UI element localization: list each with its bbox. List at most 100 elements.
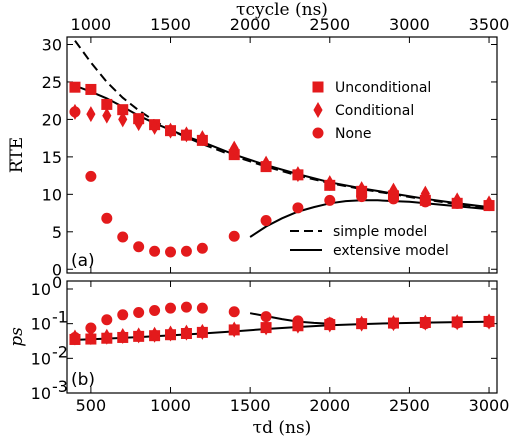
panel-a-ticks: 0 5 10 15 20 25 30 1000 1500 2000 2500 3000 3500: [42, 15, 510, 279]
panel-b-point-none: [356, 318, 368, 330]
panel-b-point-conditional: [197, 323, 207, 340]
panel-a-point-conditional: [229, 140, 239, 157]
panel-b-point-none: [324, 317, 336, 329]
panel-a-point-conditional: [165, 122, 176, 139]
top-xtick-label: 2000: [230, 15, 271, 34]
panel-a-point-none: [149, 245, 161, 257]
panel-a-point-conditional: [150, 118, 160, 135]
panel-b-ytick-exponent: 0: [52, 273, 62, 292]
panel-b-xtick-label: 2500: [389, 396, 430, 415]
panel-a-point-none: [133, 241, 145, 253]
panel-a-ylabel: RTE: [7, 137, 27, 173]
panel-a-point-none: [101, 212, 113, 224]
panel-a-point-none: [260, 215, 272, 227]
panel-b-point-conditional: [102, 328, 112, 345]
panel-b-point-none: [133, 306, 145, 318]
panel-b-point-conditional: [181, 324, 192, 341]
panel-b-point-none: [196, 302, 208, 314]
panel-b-point-none: [451, 317, 463, 329]
panel-a-point-none: [85, 170, 97, 182]
panel-b-frame: [66, 280, 498, 394]
panel-a-point-conditional: [325, 175, 335, 192]
panel-b-ylabel: ps: [7, 327, 27, 347]
panel-b-point-none: [228, 306, 240, 318]
panel-a-frame: [66, 36, 498, 274]
panel-b-point-conditional: [165, 325, 176, 342]
panel-a-point-none: [292, 202, 304, 214]
panel-a-point-unconditional: [69, 81, 81, 93]
panel-a: 0 5 10 15 20 25 30 1000 1500 2000 2500 3000 3500 τcy…: [7, 0, 509, 279]
panel-a-point-conditional: [181, 126, 192, 143]
panel-a-ytick-label: 30: [42, 35, 62, 54]
panel-b-markers: [69, 301, 495, 346]
panel-b-point-none: [483, 316, 495, 328]
panel-b-point-none: [180, 301, 192, 313]
panel-a-point-none: [419, 196, 431, 208]
panel-b-ytick-exponent: -2: [52, 342, 68, 361]
legend-marker-none: [312, 127, 324, 139]
panel-b-point-none: [165, 302, 177, 314]
panel-a-point-none: [165, 246, 177, 258]
panel-a-markers: [69, 81, 495, 258]
legend-marker-unconditional: [312, 81, 324, 93]
top-xtick-label: 1500: [150, 15, 191, 34]
legend-label-none: None: [335, 126, 372, 142]
panel-a-ytick-label: 10: [42, 185, 62, 204]
panel-a-point-none: [451, 197, 463, 209]
panel-b-point-none: [260, 311, 272, 323]
panel-a-ytick-label: 0: [52, 260, 62, 279]
panel-a-model-lines: [74, 40, 490, 238]
legend-model-label: simple model: [333, 224, 427, 240]
panel-b-xtick-label: 500: [76, 396, 107, 415]
panel-a-point-conditional: [261, 155, 271, 172]
top-xtick-label: 3000: [389, 15, 430, 34]
panel-a-ytick-label: 15: [42, 148, 62, 167]
panel-a-point-conditional: [134, 115, 144, 132]
top-xtick-label: 1000: [71, 15, 112, 34]
panel-b-point-none: [419, 318, 431, 330]
panel-b-ytick-label: 10: [31, 280, 51, 299]
panel-a-point-conditional: [293, 166, 303, 183]
panel-b-point-none: [85, 322, 97, 334]
panel-b-label: (b): [71, 370, 95, 390]
panel-b-point-conditional: [261, 319, 271, 336]
panel-b-ytick-label: 10: [31, 349, 51, 368]
panel-b-point-conditional: [150, 326, 160, 343]
panel-b-point-none: [117, 309, 129, 321]
panel-b-point-none: [292, 315, 304, 327]
panel-a-point-none: [483, 199, 495, 211]
legend-label-conditional: Conditional: [335, 103, 414, 119]
panel-b-point-none: [69, 331, 81, 343]
panel-a-point-conditional: [197, 130, 207, 147]
legend-label-unconditional: Unconditional: [335, 80, 431, 96]
panel-b-ytick-label: 10: [31, 315, 51, 334]
panel-a-point-none: [356, 191, 368, 203]
panel-b-point-conditional: [118, 328, 128, 345]
panel-b-xtick-label: 2000: [309, 396, 350, 415]
panel-b-ytick-label: 10: [31, 384, 51, 403]
panel-a-point-none: [69, 106, 81, 118]
panel-a-point-conditional: [118, 111, 128, 128]
top-xtick-label: 3500: [469, 15, 510, 34]
panel-b-point-none: [387, 318, 399, 330]
panel-a-point-conditional: [86, 106, 96, 123]
legend-marker-conditional: [313, 101, 323, 119]
panel-a-label: (a): [71, 251, 95, 271]
marker-legend: Unconditional Conditional None: [312, 80, 431, 142]
legend-model-label: extensive model: [333, 243, 449, 259]
panel-a-point-none: [387, 193, 399, 205]
panel-a-ytick-label: 25: [42, 73, 62, 92]
top-xtick-label: 2500: [309, 15, 350, 34]
panel-a-ytick-label: 5: [52, 223, 62, 242]
extensive-model-line: [249, 199, 490, 238]
line-legend: simple model extensive model: [290, 224, 449, 259]
panel-a-point-none: [196, 242, 208, 254]
panel-b-point-none: [149, 304, 161, 316]
panel-a-point-none: [180, 245, 192, 257]
panel-a-point-none: [117, 231, 129, 243]
panel-a-point-none: [228, 230, 240, 242]
bottom-axis-title: τd (ns): [253, 418, 312, 438]
panel-b-point-conditional: [86, 329, 96, 346]
